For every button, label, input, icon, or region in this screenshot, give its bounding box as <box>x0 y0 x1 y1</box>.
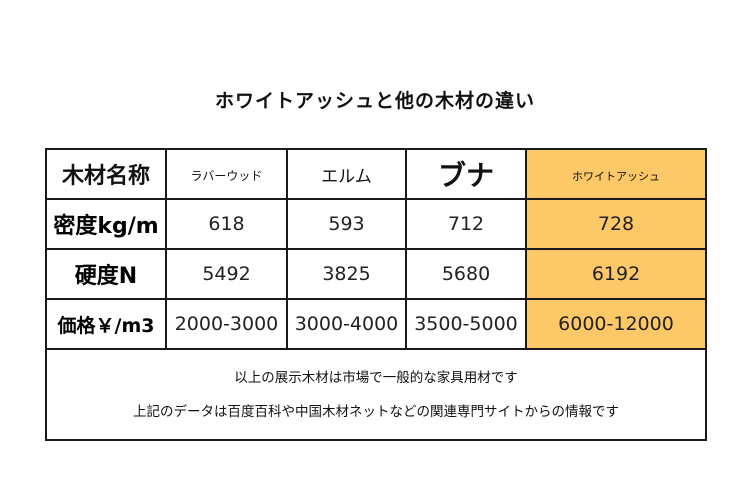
value: 5680 <box>441 263 491 285</box>
wood-comparison-table: 木材名称 ラバーウッド エルム ブナ ホワイトアッシュ 密度kg/m 618 5… <box>45 148 707 441</box>
value: 6192 <box>591 263 641 285</box>
note-line: 以上の展示木材は市場で一般的な家具用材です <box>234 369 518 386</box>
header-wood-beech: ブナ <box>437 159 494 192</box>
row-label-cell: 価格￥/m3 <box>45 298 167 350</box>
header-wood-cell: エルム <box>286 148 407 200</box>
value: 3825 <box>322 263 371 285</box>
header-wood-cell: ラバーウッド <box>165 148 288 200</box>
row-label-cell: 硬度N <box>45 248 167 300</box>
header-wood-cell: ブナ <box>405 148 527 200</box>
header-label-cell: 木材名称 <box>45 148 167 200</box>
header-wood-rubberwood: ラバーウッド <box>190 168 263 183</box>
value: 728 <box>597 213 635 235</box>
value-cell-highlight: 728 <box>525 198 707 250</box>
value-cell: 593 <box>286 198 407 250</box>
note-line: 上記のデータは百度百科や中国木材ネットなどの関連専門サイトからの情報です <box>133 403 619 420</box>
value-cell: 3825 <box>286 248 407 300</box>
value-cell-highlight: 6000-12000 <box>525 298 707 350</box>
value-cell-highlight: 6192 <box>525 248 707 300</box>
row-label-cell: 密度kg/m <box>45 198 167 250</box>
table-notes-row: 以上の展示木材は市場で一般的な家具用材です 上記のデータは百度百科や中国木材ネッ… <box>45 348 707 441</box>
value-cell: 712 <box>405 198 527 250</box>
header-label: 木材名称 <box>61 164 150 189</box>
value-cell: 2000-3000 <box>165 298 288 350</box>
header-wood-elm: エルム <box>321 166 372 187</box>
row-label: 価格￥/m3 <box>57 314 155 337</box>
value: 2000-3000 <box>174 313 279 335</box>
value-cell: 3000-4000 <box>286 298 407 350</box>
value-cell: 5680 <box>405 248 527 300</box>
page-title: ホワイトアッシュと他の木材の違い <box>214 90 535 112</box>
notes-cell: 以上の展示木材は市場で一般的な家具用材です 上記のデータは百度百科や中国木材ネッ… <box>45 348 707 441</box>
value: 5492 <box>202 263 251 285</box>
table-header-row: 木材名称 ラバーウッド エルム ブナ ホワイトアッシュ <box>45 148 707 200</box>
value-cell: 3500-5000 <box>405 298 527 350</box>
table-row-hardness: 硬度N 5492 3825 5680 6192 <box>45 248 707 300</box>
value-cell: 5492 <box>165 248 288 300</box>
header-wood-cell-highlight: ホワイトアッシュ <box>525 148 707 200</box>
value-cell: 618 <box>165 198 288 250</box>
value: 3500-5000 <box>414 313 518 335</box>
value: 3000-4000 <box>294 313 399 335</box>
header-wood-white-ash: ホワイトアッシュ <box>572 169 660 183</box>
table-row-price: 価格￥/m3 2000-3000 3000-4000 3500-5000 600… <box>45 298 707 350</box>
table-row-density: 密度kg/m 618 593 712 728 <box>45 198 707 250</box>
value: 593 <box>328 213 365 235</box>
row-label: 硬度N <box>74 264 138 289</box>
value: 712 <box>447 213 485 235</box>
value: 6000-12000 <box>558 313 674 335</box>
row-label: 密度kg/m <box>53 214 159 239</box>
value: 618 <box>208 213 245 235</box>
